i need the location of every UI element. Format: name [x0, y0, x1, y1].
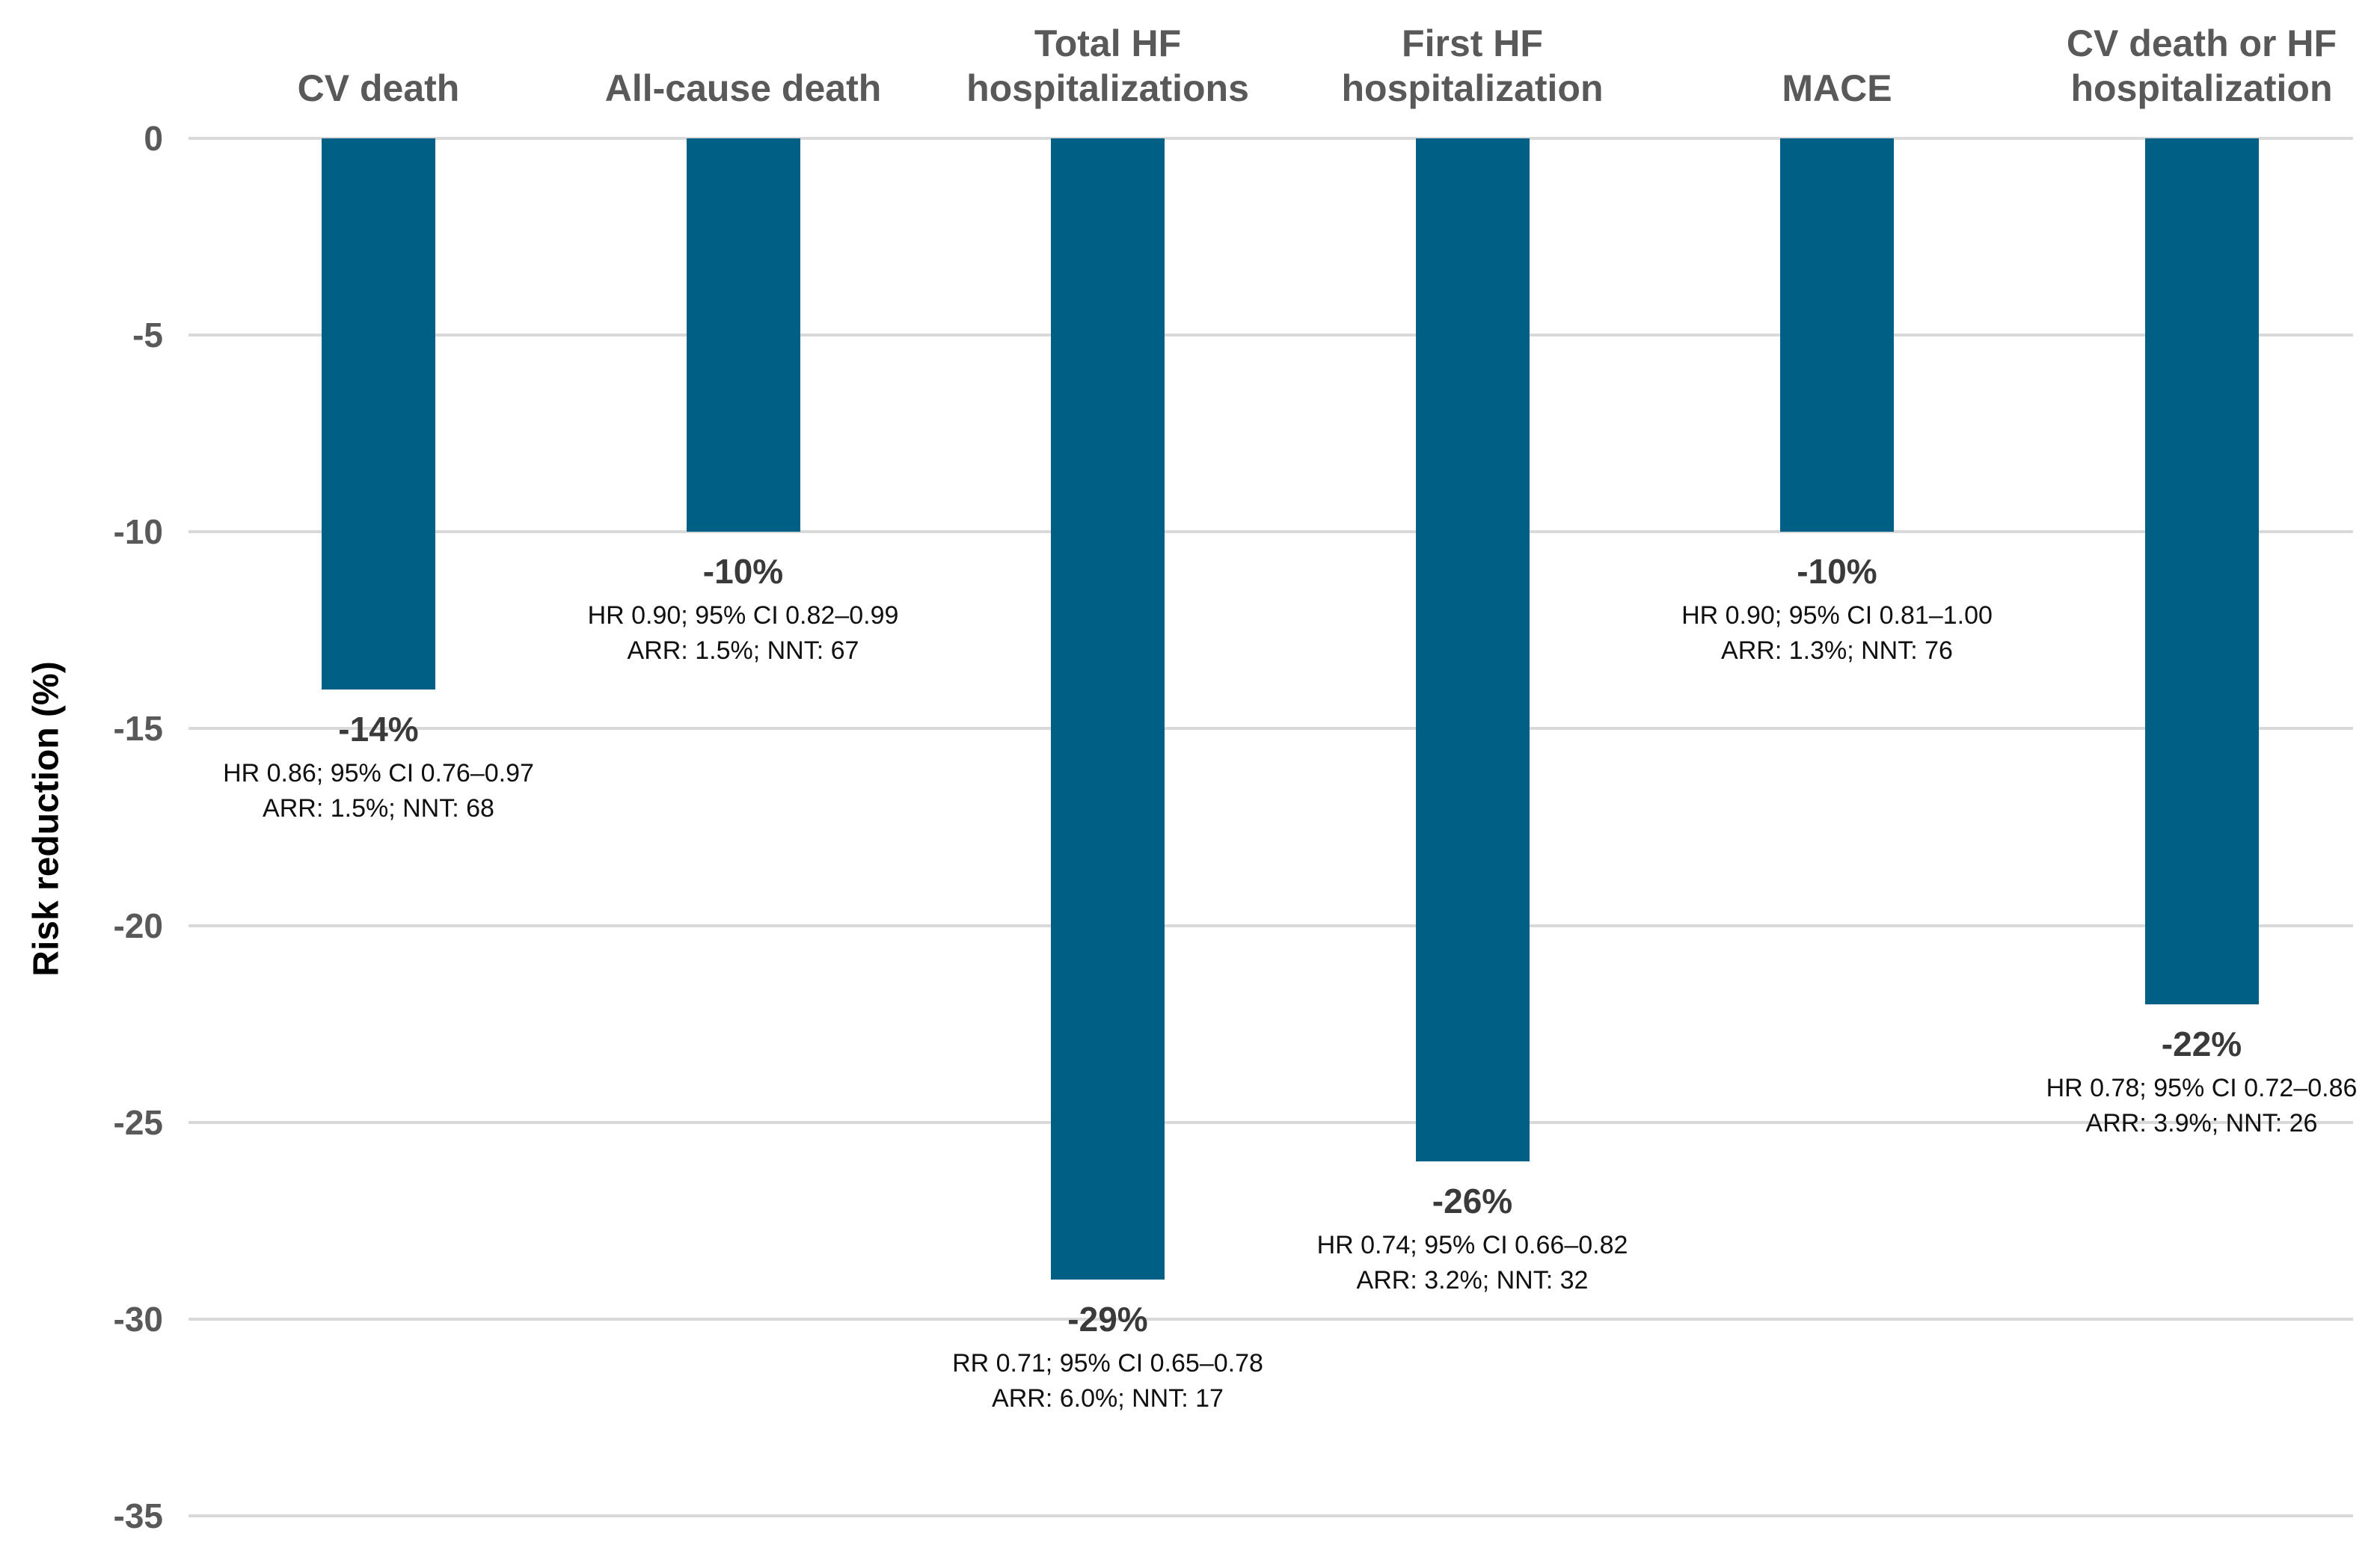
value-label-mace: -10%	[1797, 552, 1877, 592]
stat-lines-cv-death: HR 0.86; 95% CI 0.76–0.97 ARR: 1.5%; NNT…	[223, 758, 534, 823]
gridline--25	[188, 1120, 2353, 1124]
value-label-cv-death-or-hf-hospitalization: -22%	[2161, 1024, 2242, 1063]
y-tick-label--30: -30	[113, 1299, 163, 1339]
stat-lines-all-cause-death: HR 0.90; 95% CI 0.82–0.99 ARR: 1.5%; NNT…	[587, 601, 899, 666]
column-header-cv-death: CV death	[297, 67, 460, 109]
gridline--5	[188, 334, 2353, 337]
bar-all-cause-death	[686, 138, 800, 532]
bar-mace	[1780, 138, 1894, 532]
column-header-all-cause-death: All-cause death	[604, 67, 882, 109]
column-header-total-hf-hospitalizations: Total HF hospitalizations	[966, 22, 1249, 109]
gridline--35	[188, 1514, 2353, 1518]
value-label-first-hf-hospitalization: -26%	[1432, 1182, 1513, 1221]
y-tick-label--25: -25	[113, 1102, 163, 1142]
stat-lines-mace: HR 0.90; 95% CI 0.81–1.00 ARR: 1.3%; NNT…	[1681, 601, 1993, 666]
y-tick-label--20: -20	[113, 906, 163, 945]
bar-first-hf-hospitalization	[1415, 138, 1530, 1162]
value-label-cv-death: -14%	[338, 709, 419, 749]
bar-total-hf-hospitalizations	[1051, 138, 1165, 1280]
column-header-mace: MACE	[1782, 67, 1892, 109]
gridline--15	[188, 727, 2353, 731]
gridline--30	[188, 1317, 2353, 1321]
gridline--20	[188, 924, 2353, 927]
gridline--10	[188, 530, 2353, 534]
y-tick-label--5: -5	[132, 316, 163, 355]
y-tick-label--10: -10	[113, 512, 163, 552]
gridline-0	[188, 137, 2353, 140]
stat-lines-total-hf-hospitalizations: RR 0.71; 95% CI 0.65–0.78 ARR: 6.0%; NNT…	[952, 1349, 1263, 1413]
column-header-cv-death-or-hf-hospitalization: CV death or HF hospitalization	[2066, 22, 2337, 109]
y-tick-label-0: 0	[144, 119, 163, 158]
column-header-first-hf-hospitalization: First HF hospitalization	[1341, 22, 1604, 109]
bar-cv-death-or-hf-hospitalization	[2144, 138, 2259, 1004]
stat-lines-cv-death-or-hf-hospitalization: HR 0.78; 95% CI 0.72–0.86 ARR: 3.9%; NNT…	[2046, 1073, 2358, 1137]
y-tick-label--35: -35	[113, 1496, 163, 1536]
stat-lines-first-hf-hospitalization: HR 0.74; 95% CI 0.66–0.82 ARR: 3.2%; NNT…	[1316, 1231, 1628, 1295]
bar-cv-death	[322, 138, 435, 690]
value-label-all-cause-death: -10%	[702, 552, 784, 592]
y-tick-label--15: -15	[113, 709, 163, 749]
value-label-total-hf-hospitalizations: -29%	[1067, 1300, 1148, 1339]
